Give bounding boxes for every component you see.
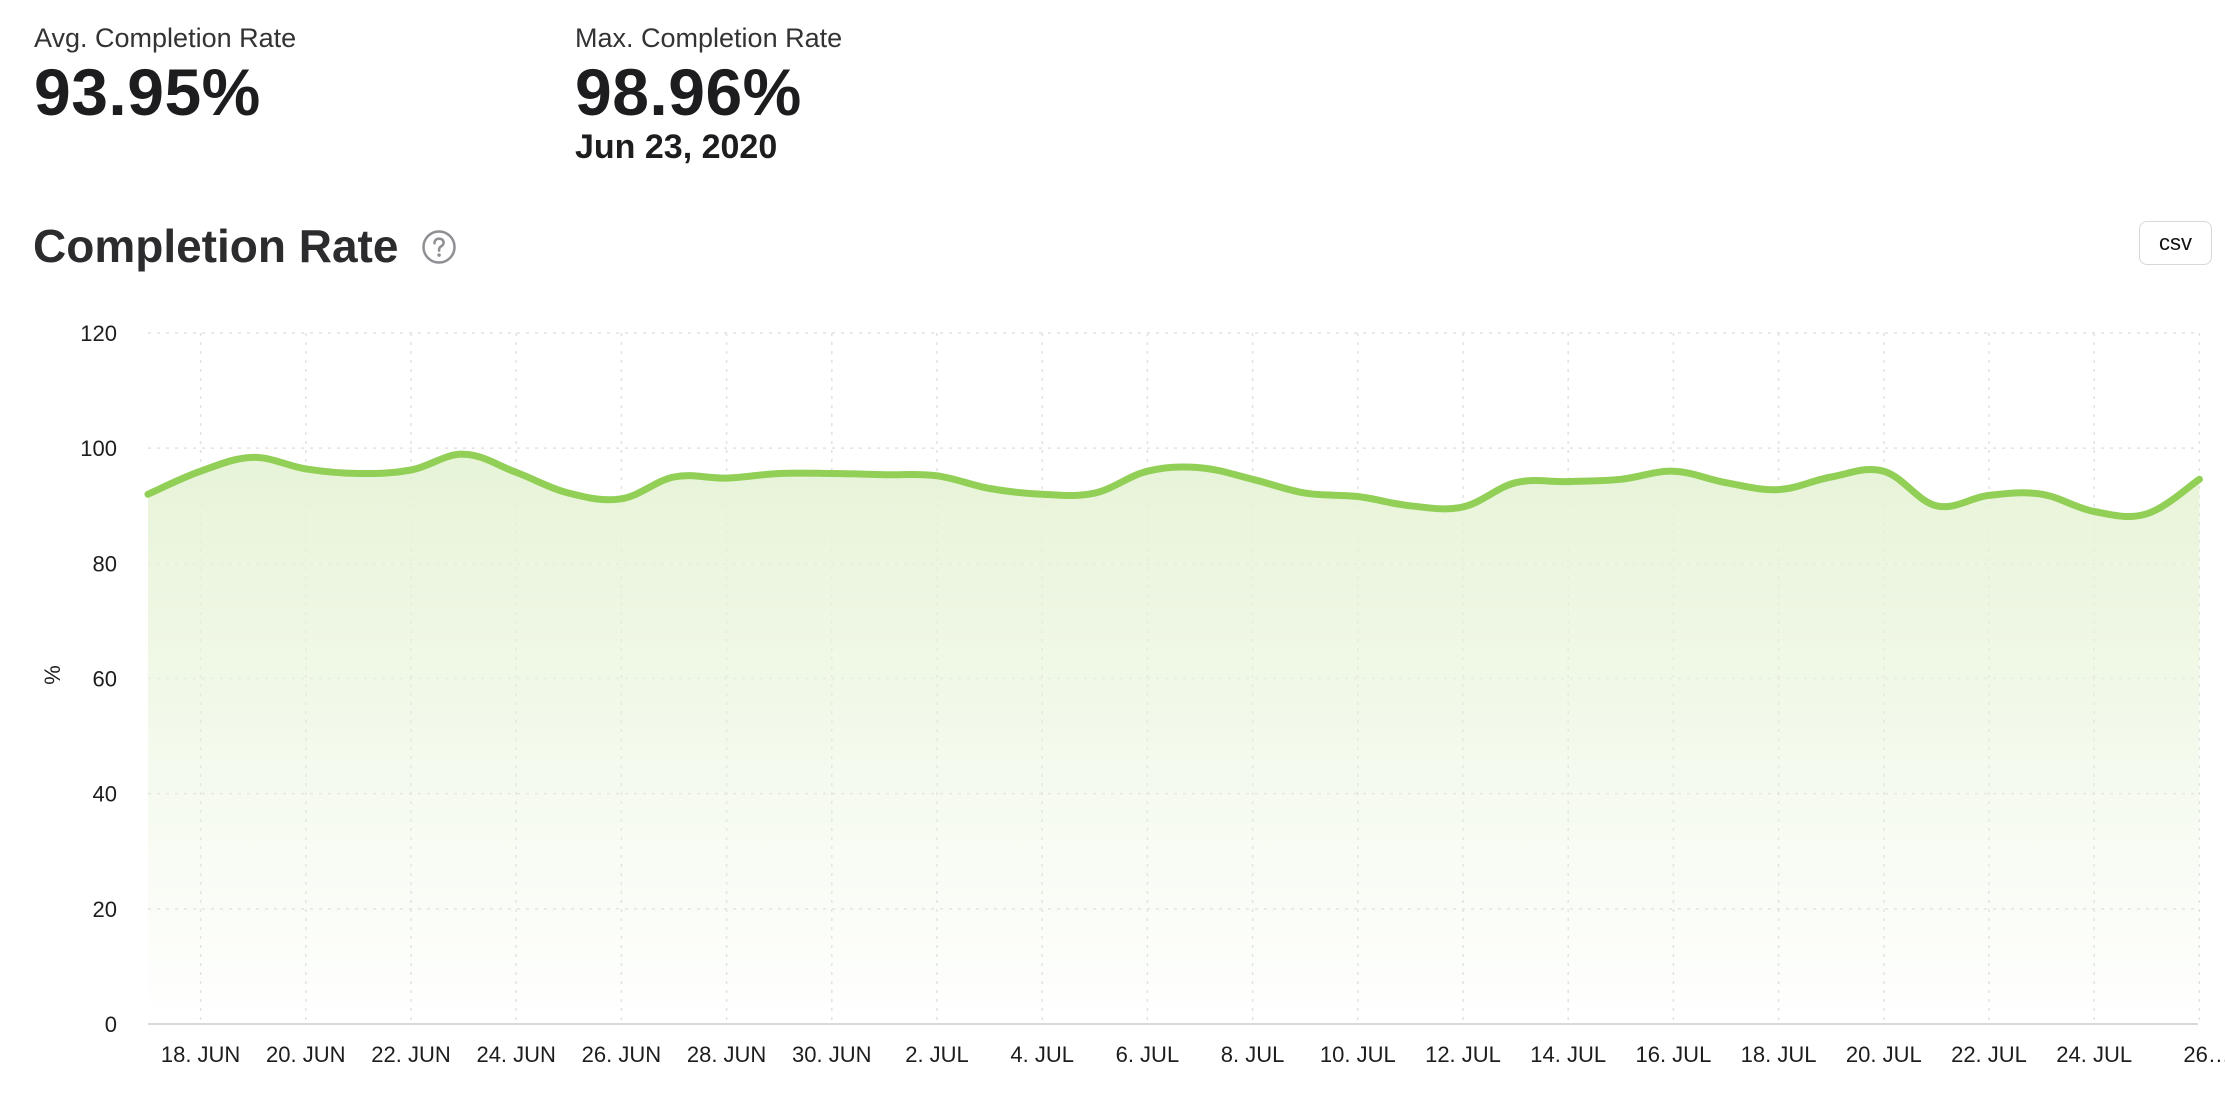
- data-point[interactable]: [510, 466, 522, 478]
- x-tick-label: 18. JUL: [1741, 1042, 1817, 1067]
- data-point[interactable]: [1036, 488, 1048, 500]
- y-tick-label: 60: [93, 667, 117, 692]
- x-tick-label: 20. JUN: [266, 1042, 345, 1067]
- x-tick-label: 6. JUL: [1116, 1042, 1180, 1067]
- data-point[interactable]: [1404, 500, 1416, 512]
- y-tick-label: 120: [80, 321, 117, 346]
- data-point[interactable]: [1878, 465, 1890, 477]
- y-tick-label: 0: [105, 1012, 117, 1037]
- area-layer: [142, 448, 2205, 1024]
- question-circle-icon[interactable]: [421, 229, 457, 265]
- data-point[interactable]: [931, 470, 943, 482]
- section-title: Completion Rate: [33, 220, 399, 272]
- data-point[interactable]: [247, 451, 259, 463]
- max-completion-date: Jun 23, 2020: [575, 128, 778, 166]
- max-completion-value: 98.96%: [575, 55, 802, 129]
- data-point[interactable]: [1510, 477, 1522, 489]
- data-point[interactable]: [1825, 471, 1837, 483]
- x-tick-label: 12. JUL: [1425, 1042, 1501, 1067]
- data-point[interactable]: [300, 463, 312, 475]
- x-tick-label: 28. JUN: [687, 1042, 766, 1067]
- series-area: [148, 454, 2200, 1024]
- series-line[interactable]: [144, 450, 2203, 521]
- x-tick-label: 18. JUN: [161, 1042, 240, 1067]
- x-tick-label: 8. JUL: [1221, 1042, 1285, 1067]
- data-point[interactable]: [405, 464, 417, 476]
- data-point[interactable]: [773, 468, 785, 480]
- data-point[interactable]: [668, 471, 680, 483]
- y-tick-label: 20: [93, 897, 117, 922]
- x-tick-label: 22. JUL: [1951, 1042, 2027, 1067]
- data-point[interactable]: [352, 468, 364, 480]
- x-tick-label: 14. JUL: [1530, 1042, 1606, 1067]
- x-tick-label: 2. JUL: [905, 1042, 969, 1067]
- data-point[interactable]: [1247, 473, 1259, 485]
- x-tick-label: 26. JUN: [582, 1042, 661, 1067]
- data-point[interactable]: [1562, 476, 1574, 488]
- x-tick-label: 24. JUN: [476, 1042, 555, 1067]
- data-point[interactable]: [2088, 506, 2100, 518]
- data-point[interactable]: [826, 468, 838, 480]
- data-point[interactable]: [1352, 491, 1364, 503]
- y-tick-label: 100: [80, 436, 117, 461]
- data-point[interactable]: [721, 472, 733, 484]
- data-point[interactable]: [563, 487, 575, 499]
- data-point[interactable]: [1930, 500, 1942, 512]
- data-point[interactable]: [1299, 487, 1311, 499]
- data-point[interactable]: [1615, 473, 1627, 485]
- data-point[interactable]: [2141, 508, 2153, 520]
- max-completion-label: Max. Completion Rate: [575, 23, 843, 53]
- data-point[interactable]: [142, 488, 154, 500]
- max-completion-stat: Max. Completion Rate 98.96% Jun 23, 2020: [575, 20, 842, 166]
- data-point[interactable]: [615, 493, 627, 505]
- data-point[interactable]: [1720, 477, 1732, 489]
- data-point[interactable]: [1457, 501, 1469, 513]
- data-point[interactable]: [458, 448, 470, 460]
- data-point[interactable]: [984, 483, 996, 495]
- data-point[interactable]: [1141, 465, 1153, 477]
- data-point[interactable]: [878, 469, 890, 481]
- y-axis-title: %: [40, 665, 65, 685]
- y-tick-label: 80: [93, 551, 117, 576]
- avg-completion-label: Avg. Completion Rate: [34, 23, 297, 53]
- x-tick-label: 24. JUL: [2056, 1042, 2132, 1067]
- avg-completion-stat: Avg. Completion Rate 93.95%: [34, 20, 296, 128]
- axis-layer: 0 20 40 60 80 100 120 18. JUN 20. JUN 22. JUN 24. …: [80, 321, 2225, 1067]
- data-point[interactable]: [2036, 488, 2048, 500]
- x-tick-label: 30. JUN: [792, 1042, 871, 1067]
- x-tick-label: 20. JUL: [1846, 1042, 1922, 1067]
- data-point[interactable]: [1983, 489, 1995, 501]
- csv-export-button[interactable]: csv: [2139, 221, 2212, 265]
- data-point[interactable]: [195, 465, 207, 477]
- data-point[interactable]: [1194, 462, 1206, 474]
- x-tick-label: 10. JUL: [1320, 1042, 1396, 1067]
- x-tick-label: 4. JUL: [1010, 1042, 1074, 1067]
- avg-completion-value: 93.95%: [34, 55, 261, 129]
- data-point[interactable]: [2193, 473, 2205, 485]
- data-point[interactable]: [1773, 484, 1785, 496]
- x-tick-label: 26…: [2183, 1042, 2225, 1067]
- x-tick-label: 22. JUN: [371, 1042, 450, 1067]
- data-point[interactable]: [1667, 465, 1679, 477]
- y-tick-label: 40: [93, 782, 117, 807]
- x-tick-label: 16. JUL: [1635, 1042, 1711, 1067]
- data-point[interactable]: [1089, 487, 1101, 499]
